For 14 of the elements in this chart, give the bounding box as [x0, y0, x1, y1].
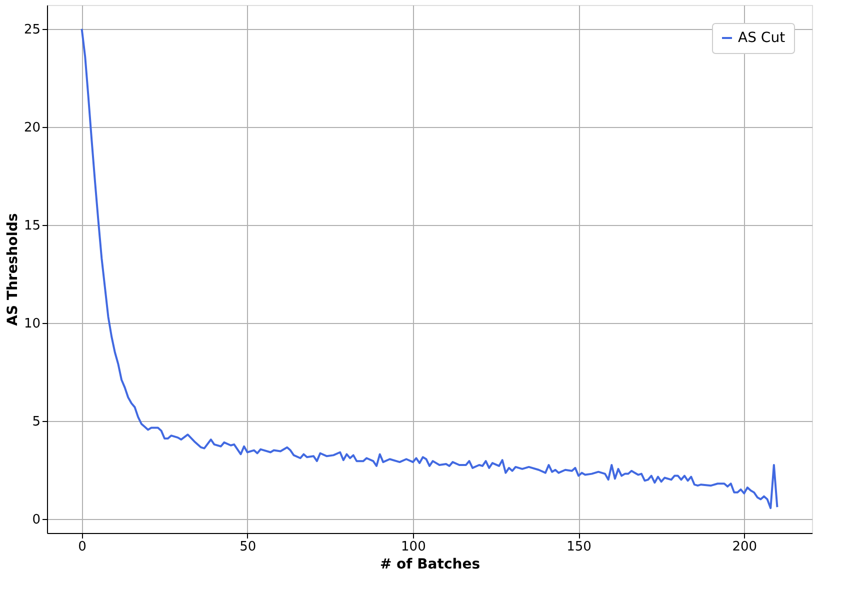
y-axis-title: AS Thresholds: [4, 213, 21, 326]
y-tick-label: 0: [32, 512, 40, 528]
y-tick-label: 20: [24, 120, 40, 136]
x-axis-title: # of Batches: [380, 556, 480, 572]
x-tick-label: 200: [732, 540, 758, 554]
legend-label: AS Cut: [738, 30, 786, 46]
x-tick-label: 150: [566, 540, 592, 554]
x-tick-label: 50: [240, 540, 256, 554]
y-tick-label: 15: [24, 218, 40, 234]
y-tick-label: 25: [24, 22, 40, 38]
x-tick-label: 100: [401, 540, 426, 554]
x-tick-label: 0: [78, 540, 86, 554]
y-tick-label: 5: [32, 414, 40, 430]
y-tick-label: 10: [24, 316, 40, 332]
